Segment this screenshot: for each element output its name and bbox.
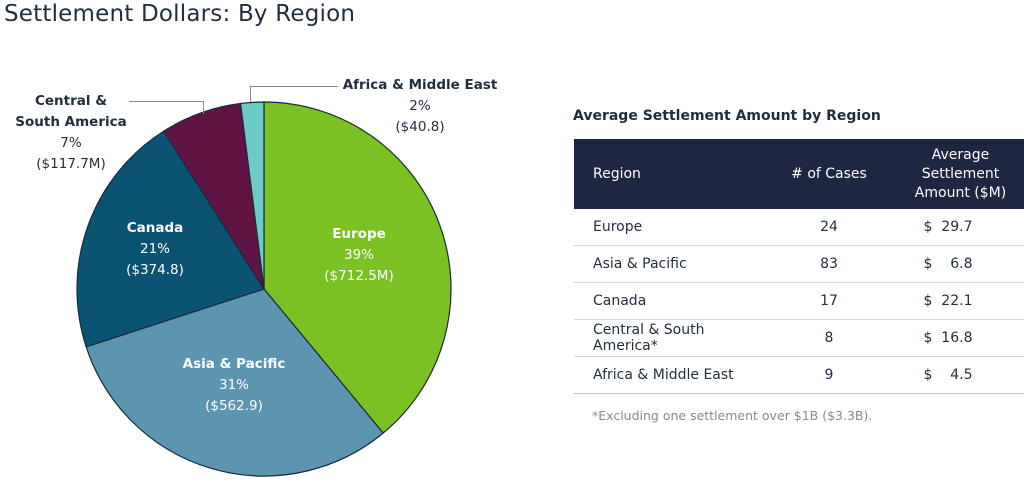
- cell-cases: 9: [775, 356, 883, 394]
- cell-region: Africa & Middle East: [574, 356, 775, 394]
- cell-amount-wrap: $ 4.5: [883, 356, 1024, 394]
- cell-amount-wrap: $ 16.8: [883, 319, 1024, 357]
- table-row: Africa & Middle East 9 $ 4.5: [574, 356, 1024, 394]
- slice-name: Canada: [126, 220, 184, 236]
- cell-amount-wrap: $ 22.1: [883, 282, 1024, 320]
- cell-amount-wrap: $ 29.7: [883, 209, 1024, 246]
- callout-line-central-south-america: [129, 101, 204, 102]
- slice-label-europe: Europe 39% ($712.5M): [324, 224, 393, 287]
- cell-amount: $ 6.8: [923, 256, 973, 272]
- table-title: Average Settlement Amount by Region: [573, 108, 881, 124]
- pie-slice-asia-pacific: [85, 288, 384, 477]
- slice-name: Asia & Pacific: [182, 356, 286, 372]
- slice-name-line-2: South America: [15, 114, 127, 130]
- header-amount-line-1: Average: [931, 146, 990, 163]
- cell-region: Canada: [574, 282, 775, 320]
- slice-label-canada: Canada 21% ($374.8): [126, 218, 184, 281]
- slice-label-africa-middle-east: Africa & Middle East 2% ($40.8): [343, 75, 498, 138]
- cell-cases: 83: [775, 245, 883, 283]
- page-title: Settlement Dollars: By Region: [4, 1, 356, 27]
- slice-name: Africa & Middle East: [342, 77, 498, 93]
- cell-amount: $ 4.5: [923, 367, 973, 383]
- slice-name-line-1: Central &: [34, 93, 107, 109]
- slice-percent: 2%: [409, 98, 431, 114]
- slice-label-asia-pacific: Asia & Pacific 31% ($562.9): [183, 354, 286, 417]
- cell-region: Europe: [574, 209, 775, 246]
- slice-percent: 31%: [218, 377, 249, 393]
- cell-cases: 17: [775, 282, 883, 320]
- settlement-table: Region # of Cases Average Settlement Amo…: [574, 139, 1024, 394]
- slice-percent: 39%: [343, 247, 375, 263]
- cell-amount: $ 16.8: [923, 330, 973, 346]
- slice-value: ($117.7M): [36, 156, 106, 172]
- header-amount-line-2: Settlement: [921, 165, 1000, 182]
- pie-slice-europe: [263, 101, 452, 434]
- table-row: Asia & Pacific 83 $ 6.8: [574, 245, 1024, 283]
- pie-chart: [76, 101, 452, 477]
- cell-cases: 8: [775, 319, 883, 357]
- callout-line-africa-middle-east: [250, 86, 338, 87]
- cell-amount: $ 29.7: [923, 219, 973, 235]
- cell-region: Asia & Pacific: [574, 245, 775, 283]
- cell-region: Central & South America*: [574, 319, 775, 357]
- callout-line-africa-middle-east-drop: [250, 86, 251, 102]
- pie-slice-africa-middle-east: [239, 101, 265, 290]
- table-row: Canada 17 $ 22.1: [574, 282, 1024, 320]
- slice-percent: 7%: [60, 135, 82, 151]
- table-row: Central & South America* 8 $ 16.8: [574, 319, 1024, 357]
- slice-value: ($712.5M): [324, 268, 394, 284]
- slice-value: ($40.8): [395, 119, 445, 135]
- pie-slice-canada: [76, 130, 265, 348]
- slice-label-central-south-america: Central & South America 7% ($117.7M): [15, 91, 126, 175]
- cell-cases: 24: [775, 209, 883, 246]
- column-header-region: Region: [574, 139, 775, 209]
- callout-line-central-south-america-drop: [203, 101, 204, 114]
- table-header-row: Region # of Cases Average Settlement Amo…: [574, 139, 1024, 209]
- table-footnote: *Excluding one settlement over $1B ($3.3…: [592, 408, 873, 423]
- column-header-cases: # of Cases: [775, 139, 883, 209]
- cell-amount: $ 22.1: [923, 293, 973, 309]
- header-amount-line-3: Amount ($M): [914, 184, 1007, 201]
- slice-percent: 21%: [139, 241, 170, 257]
- slice-name: Europe: [332, 226, 386, 242]
- slice-value: ($562.9): [205, 398, 263, 414]
- slice-value: ($374.8): [126, 262, 184, 278]
- column-header-amount: Average Settlement Amount ($M): [883, 139, 1024, 209]
- cell-amount-wrap: $ 6.8: [883, 245, 1024, 283]
- table-row: Europe 24 $ 29.7: [574, 209, 1024, 246]
